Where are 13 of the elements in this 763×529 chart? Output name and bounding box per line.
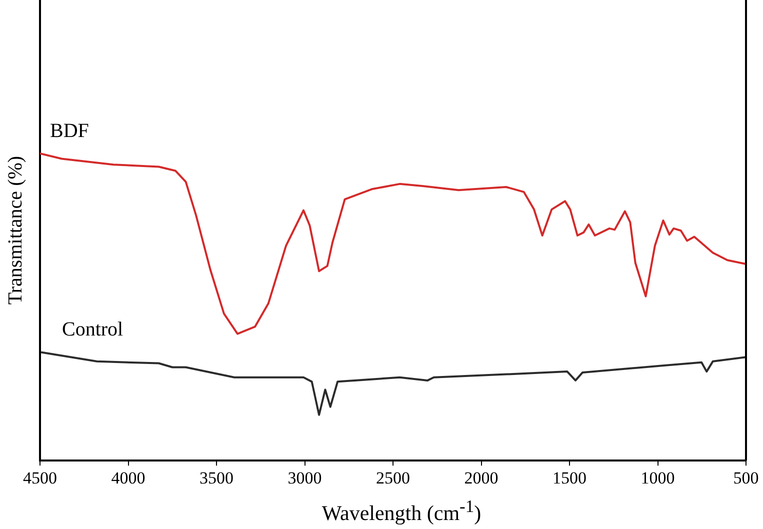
x-tick-label: 2500 xyxy=(376,468,410,488)
x-axis-title: Wavelength (cm$^{-1}$) xyxy=(320,495,482,527)
series-label: Control xyxy=(62,318,124,340)
y-axis-title: Transmittance (%) xyxy=(4,156,26,305)
x-tick-label: 4500 xyxy=(23,468,57,488)
series-label: BDF xyxy=(50,120,89,142)
x-tick-label: 500 xyxy=(733,468,759,488)
x-tick-label: 3000 xyxy=(288,468,322,488)
x-tick-label: 1000 xyxy=(640,468,675,488)
x-tick-label: 1500 xyxy=(552,468,586,488)
x-tick-label: 3500 xyxy=(200,468,234,488)
x-tick-label: 2000 xyxy=(464,468,498,488)
x-tick-label: 4000 xyxy=(111,468,146,488)
